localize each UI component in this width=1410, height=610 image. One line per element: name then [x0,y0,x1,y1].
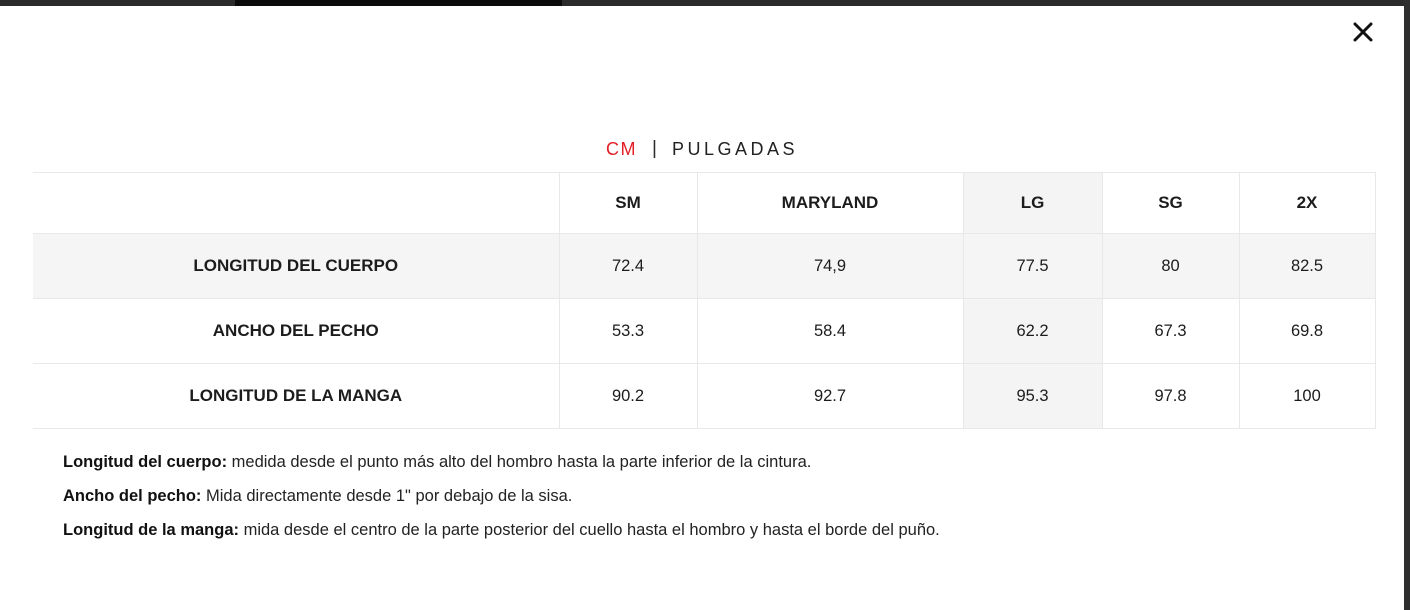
measurement-notes: Longitud del cuerpo: medida desde el pun… [63,452,1343,554]
measurement-value: 92.7 [697,363,964,429]
size-table-body: LONGITUD DEL CUERPO 72.4 74,9 77.5 80 82.5 ANC… [33,233,1376,429]
size-table-head: SM MARYLAND LG SG 2X [33,172,1376,234]
corner-cell [33,172,560,234]
size-chart-table: SM MARYLAND LG SG 2X LONGITUD DEL CUERPO 72.4… [33,172,1376,429]
table-row: ANCHO DEL PECHO 53.3 58.4 62.2 67.3 69.8 [33,298,1376,364]
size-column-header: SG [1102,172,1240,234]
measurement-value: 77.5 [963,233,1103,299]
measurement-value: 69.8 [1239,298,1376,364]
measurement-value: 67.3 [1102,298,1240,364]
measurement-label: LONGITUD DE LA MANGA [33,363,560,429]
measurement-value: 74,9 [697,233,964,299]
size-column-header: LG [963,172,1103,234]
measurement-label: ANCHO DEL PECHO [33,298,560,364]
close-button[interactable] [1349,19,1377,47]
measurement-value: 82.5 [1239,233,1376,299]
measurement-value: 80 [1102,233,1240,299]
top-bar-segment [235,0,562,6]
unit-toggle: CM | PULGADAS [0,138,1404,160]
measurement-value: 90.2 [559,363,698,429]
measurement-value: 62.2 [963,298,1103,364]
size-column-header: 2X [1239,172,1376,234]
table-row: LONGITUD DE LA MANGA 90.2 92.7 95.3 97.8 100 [33,363,1376,429]
unit-inches-option[interactable]: PULGADAS [671,138,798,159]
close-icon [1350,19,1376,48]
size-column-header: SM [559,172,698,234]
measurement-value: 53.3 [559,298,698,364]
measurement-value: 95.3 [963,363,1103,429]
top-border-bar [0,0,1410,6]
scrollbar[interactable] [1404,0,1410,610]
size-header-row: SM MARYLAND LG SG 2X [33,172,1376,234]
measurement-note: Ancho del pecho: Mida directamente desde… [63,487,573,505]
measurement-note: Longitud del cuerpo: medida desde el pun… [63,453,812,471]
note-term: Longitud del cuerpo: [63,453,228,471]
unit-cm-option[interactable]: CM [606,138,637,159]
measurement-value: 97.8 [1102,363,1240,429]
table-row: LONGITUD DEL CUERPO 72.4 74,9 77.5 80 82.5 [33,233,1376,299]
measurement-note: Longitud de la manga: mida desde el cent… [63,521,940,539]
size-column-header: MARYLAND [697,172,964,234]
measurement-value: 100 [1239,363,1376,429]
unit-separator: | [652,138,657,159]
measurement-value: 72.4 [559,233,698,299]
note-term: Longitud de la manga: [63,521,239,539]
note-term: Ancho del pecho: [63,487,202,505]
measurement-label: LONGITUD DEL CUERPO [33,233,560,299]
measurement-value: 58.4 [697,298,964,364]
